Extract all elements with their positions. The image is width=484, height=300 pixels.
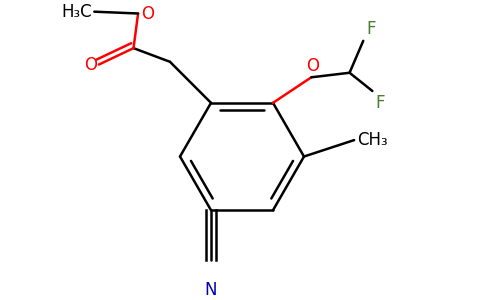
Text: O: O <box>141 4 154 22</box>
Text: O: O <box>306 58 319 76</box>
Text: CH₃: CH₃ <box>357 131 388 149</box>
Text: F: F <box>366 20 376 38</box>
Text: N: N <box>205 281 217 299</box>
Text: O: O <box>84 56 97 74</box>
Text: H₃C: H₃C <box>61 3 91 21</box>
Text: F: F <box>375 94 385 112</box>
